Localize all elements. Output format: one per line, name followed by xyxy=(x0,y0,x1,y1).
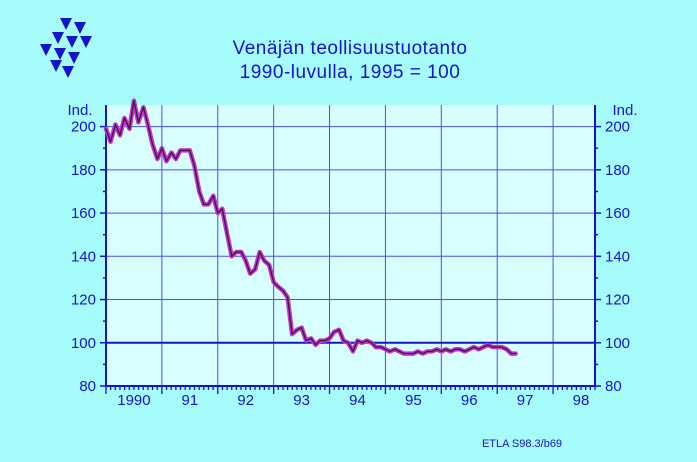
y-tick-label-right: 100 xyxy=(605,335,630,352)
y-tick-label-left: 80 xyxy=(79,378,96,395)
series-line xyxy=(105,99,517,355)
y-tick-label-right: 80 xyxy=(605,378,622,395)
axes xyxy=(100,105,601,394)
y-tick-label-left: 200 xyxy=(71,119,96,136)
y-axis-right-labels: 200 180 160 140 120 100 80 xyxy=(605,119,630,395)
x-tick-label: 95 xyxy=(405,392,422,409)
y-tick-label-left: 180 xyxy=(71,162,96,179)
y-tick-label-left: 140 xyxy=(71,248,96,265)
y-tick-label-right: 200 xyxy=(605,119,630,136)
source-credit: ETLA S98.3/b69 xyxy=(482,438,562,450)
x-tick-label: 1990 xyxy=(117,392,150,409)
x-tick-label: 98 xyxy=(573,392,590,409)
x-tick-label: 97 xyxy=(517,392,534,409)
y-tick-label-left: 100 xyxy=(71,335,96,352)
y-tick-label-left: 160 xyxy=(71,205,96,222)
y-tick-label-right: 180 xyxy=(605,162,630,179)
chart-subtitle: 1990-luvulla, 1995 = 100 xyxy=(240,62,461,83)
y-tick-label-right: 160 xyxy=(605,205,630,222)
y-axis-right-unit: Ind. xyxy=(612,102,637,119)
etla-logo xyxy=(40,18,92,78)
y-tick-label-right: 140 xyxy=(605,248,630,265)
x-tick-label: 92 xyxy=(237,392,254,409)
x-tick-label: 94 xyxy=(349,392,366,409)
x-tick-label: 91 xyxy=(181,392,198,409)
x-tick-label: 96 xyxy=(461,392,478,409)
y-tick-label-right: 120 xyxy=(605,292,630,309)
y-axis-left-unit: Ind. xyxy=(67,102,92,119)
y-axis-left-labels: 200 180 160 140 120 100 80 xyxy=(71,119,96,395)
chart-title: Venäjän teollisuustuotanto xyxy=(233,38,468,59)
x-tick-label: 93 xyxy=(293,392,310,409)
y-tick-label-left: 120 xyxy=(71,292,96,309)
series-industrial-production xyxy=(103,98,518,356)
x-axis-labels: 1990 91 92 93 94 95 96 97 98 xyxy=(117,392,589,409)
